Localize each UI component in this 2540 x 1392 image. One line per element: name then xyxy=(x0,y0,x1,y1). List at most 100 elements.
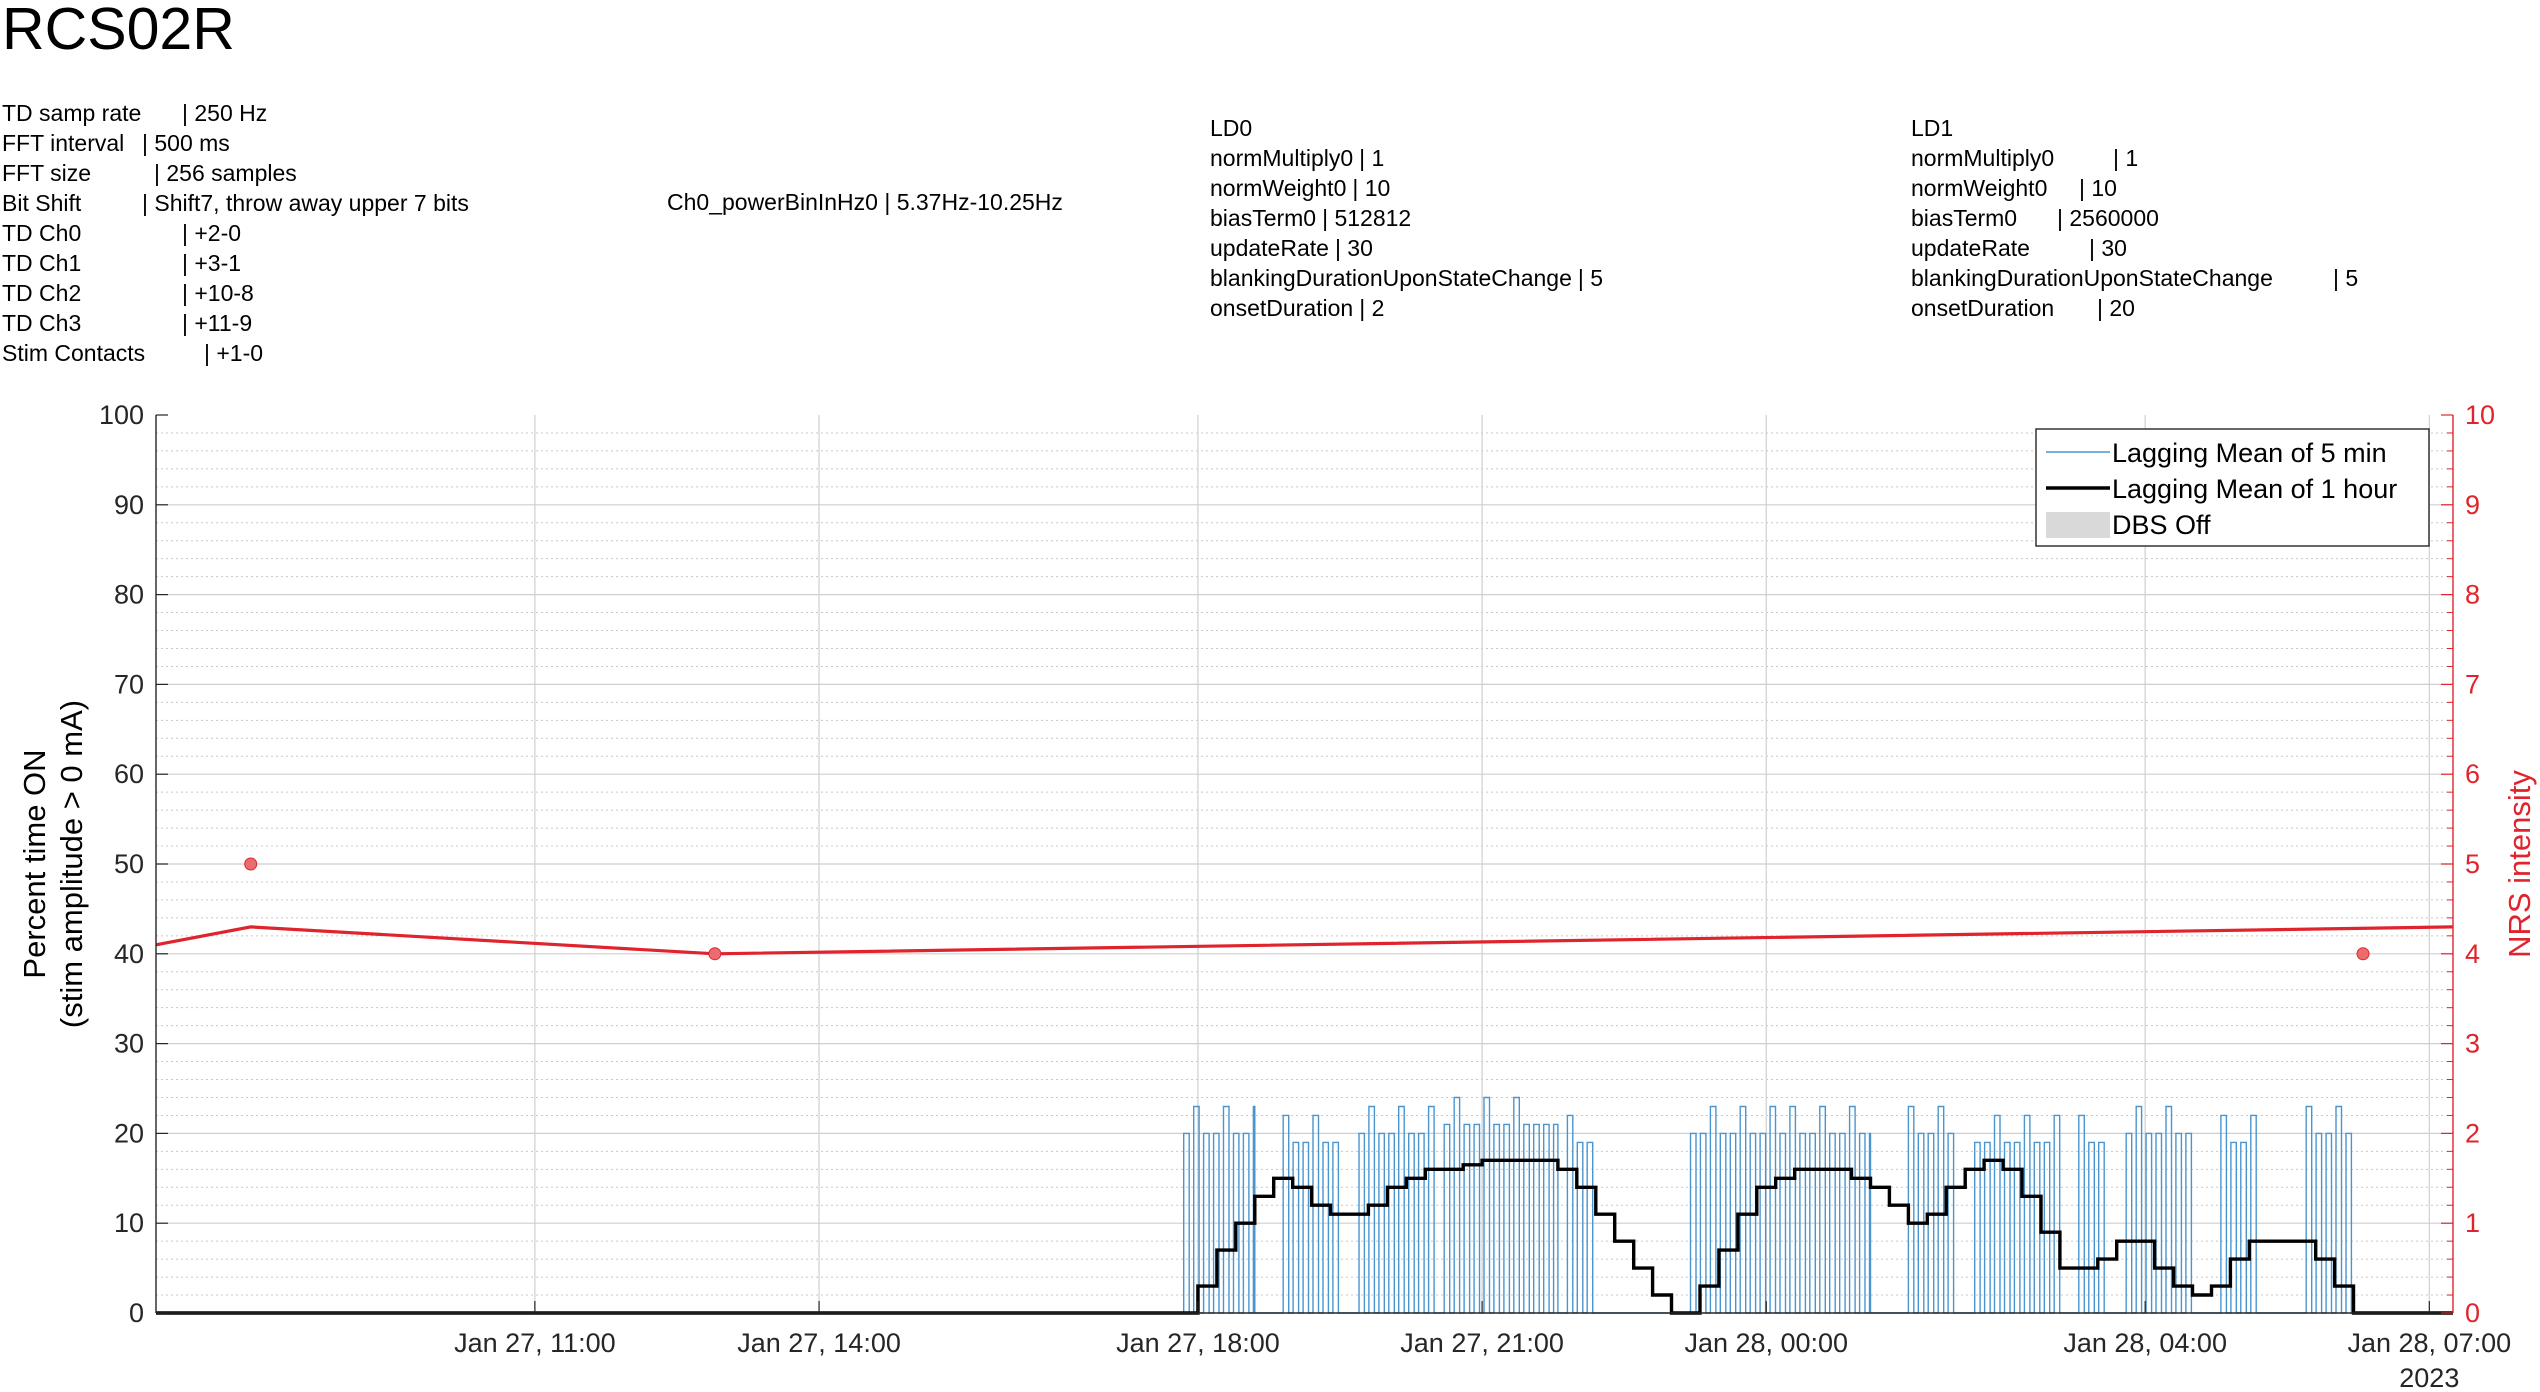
ld0-param-key: onsetDuration xyxy=(1210,295,1354,321)
td-setting-value: | +2-0 xyxy=(182,220,242,246)
ld1-param-key: updateRate xyxy=(1911,235,2030,261)
ld0-param-row: updateRate | 30 xyxy=(1210,233,1603,263)
td-setting-key: FFT size xyxy=(2,160,92,186)
left-axis-title: Percent time ON(stim amplitude > 0 mA) xyxy=(17,700,89,1028)
left-tick-label: 60 xyxy=(114,759,144,789)
x-tick-label: Jan 28, 04:00 xyxy=(2063,1328,2227,1358)
ld1-param-value: | 1 xyxy=(2113,145,2139,171)
td-setting-value: | +1-0 xyxy=(204,340,264,366)
x-tick-label: Jan 27, 18:00 xyxy=(1116,1328,1280,1358)
right-tick-label: 4 xyxy=(2465,939,2480,969)
ld1-param-row: normMultiply0 | 1 xyxy=(1911,143,2138,173)
td-setting-value: | +3-1 xyxy=(182,250,242,276)
legend-label: DBS Off xyxy=(2112,510,2211,540)
ld0-title: LD0 xyxy=(1210,115,1253,141)
left-tick-label: 80 xyxy=(114,580,144,610)
ld1-param-key: blankingDurationUponStateChange xyxy=(1911,265,2273,291)
nrs-data-point xyxy=(2356,947,2370,961)
ld1-param-key: onsetDuration xyxy=(1911,295,2055,321)
right-tick-label: 6 xyxy=(2465,759,2480,789)
x-tick-label: Jan 28, 07:00 xyxy=(2347,1328,2511,1358)
ld0-param-key: updateRate xyxy=(1210,235,1329,261)
ld0-param-key: biasTerm0 xyxy=(1210,205,1317,231)
ld0-param-value: | 10 xyxy=(1352,175,1391,201)
right-tick-label: 5 xyxy=(2465,849,2480,879)
right-tick-label: 2 xyxy=(2465,1118,2480,1148)
axes-layer xyxy=(155,414,2454,1314)
ld1-param-key: normMultiply0 xyxy=(1911,145,2055,171)
td-setting-key: TD Ch3 xyxy=(2,310,82,336)
ld1-param-value: | 20 xyxy=(2097,295,2135,321)
ld1-param-key: biasTerm0 xyxy=(1911,205,2018,231)
ld0-settings-panel: LD0 normMultiply0 | 1 normWeight0 | 10 biasT… xyxy=(1210,113,1603,323)
left-tick-label: 50 xyxy=(114,849,144,879)
ld0-param-row: blankingDurationUponStateChange | 5 xyxy=(1210,263,1603,293)
left-tick-label: 30 xyxy=(114,1029,144,1059)
left-axis-title-line: (stim amplitude > 0 mA) xyxy=(54,700,89,1028)
power-band-label: Ch0_powerBinInHz0 | 5.37Hz-10.25Hz xyxy=(667,189,1063,215)
x-tick-label: Jan 27, 14:00 xyxy=(737,1328,901,1358)
ld1-param-value: | 30 xyxy=(2089,235,2127,261)
ld0-param-value: | 2 xyxy=(1359,295,1385,321)
labels-layer: 0 10 20 30 40 50 60 70 80 90 100 0 1 2 3 4 5 6 7 8 9 10 Jan 27… xyxy=(17,400,2537,1392)
ld1-param-value: | 5 xyxy=(2333,265,2359,291)
ld1-param-row: onsetDuration | 20 xyxy=(1911,293,2135,323)
ld0-param-value: | 1 xyxy=(1359,145,1385,171)
left-tick-label: 20 xyxy=(114,1118,144,1148)
series-line-lagging-mean-5-min xyxy=(156,1096,2453,1314)
td-setting-value: | 256 samples xyxy=(154,160,297,186)
x-tick-label: Jan 28, 00:00 xyxy=(1684,1328,1848,1358)
year-label: 2023 xyxy=(2399,1363,2459,1392)
td-setting-key: TD samp rate xyxy=(2,100,142,126)
left-tick-label: 70 xyxy=(114,669,144,699)
ld1-param-value: | 10 xyxy=(2079,175,2117,201)
right-tick-label: 10 xyxy=(2465,400,2495,430)
ld1-param-row: normWeight0 | 10 xyxy=(1911,173,2117,203)
td-setting-key: Stim Contacts xyxy=(2,340,146,366)
ld1-title: LD1 xyxy=(1911,115,1954,141)
right-tick-label: 7 xyxy=(2465,669,2480,699)
ld0-param-row: biasTerm0 | 512812 xyxy=(1210,203,1603,233)
ld1-param-row: updateRate | 30 xyxy=(1911,233,2127,263)
ld0-param-key: blankingDurationUponStateChange xyxy=(1210,265,1572,291)
left-tick-label: 90 xyxy=(114,490,144,520)
page-title: RCS02R xyxy=(2,0,235,62)
td-setting-key: FFT interval xyxy=(2,130,125,156)
ld1-settings-panel: LD1 normMultiply0 | 1 normWeight0 | 10 biasT… xyxy=(1911,113,2358,323)
ld0-param-row: normWeight0 | 10 xyxy=(1210,173,1603,203)
ld0-param-row: onsetDuration | 2 xyxy=(1210,293,1603,323)
series-line-nrs-intensity xyxy=(155,925,2454,956)
ld1-param-value: | 2560000 xyxy=(2057,205,2159,231)
legend-swatch-dbs-off xyxy=(2046,512,2110,538)
ld1-param-row: biasTerm0 | 2560000 xyxy=(1911,203,2159,233)
td-setting-key: TD Ch1 xyxy=(2,250,82,276)
ld0-param-row: normMultiply0 | 1 xyxy=(1210,143,1603,173)
td-setting-value: | Shift7, throw away upper 7 bits xyxy=(142,190,469,216)
left-tick-label: 0 xyxy=(129,1298,144,1328)
right-tick-label: 3 xyxy=(2465,1029,2480,1059)
ld1-param-row: blankingDurationUponStateChange | 5 xyxy=(1911,263,2358,293)
td-setting-value: | 500 ms xyxy=(142,130,230,156)
legend-label: Lagging Mean of 5 min xyxy=(2112,438,2387,468)
legend-label: Lagging Mean of 1 hour xyxy=(2112,474,2397,504)
td-setting-value: | 250 Hz xyxy=(182,100,268,126)
series-line-lagging-mean-1-hour xyxy=(156,1158,2453,1315)
td-setting-key: TD Ch0 xyxy=(2,220,82,246)
left-tick-label: 10 xyxy=(114,1208,144,1238)
td-setting-key: Bit Shift xyxy=(2,190,82,216)
x-tick-label: Jan 27, 11:00 xyxy=(454,1328,616,1358)
left-tick-label: 40 xyxy=(114,939,144,969)
left-axis-title-line: Percent time ON xyxy=(17,749,52,978)
right-tick-label: 1 xyxy=(2465,1208,2480,1238)
grid-layer xyxy=(156,415,2453,1313)
ld0-param-value: | 5 xyxy=(1577,265,1604,291)
legend: Lagging Mean of 5 min Lagging Mean of 1 h… xyxy=(2035,428,2430,547)
ld1-param-key: normWeight0 xyxy=(1911,175,2048,201)
td-setting-value: | +10-8 xyxy=(182,280,254,306)
x-tick-label: Jan 27, 21:00 xyxy=(1400,1328,1564,1358)
td-setting-key: TD Ch2 xyxy=(2,280,82,306)
ld0-param-key: normMultiply0 xyxy=(1210,145,1354,171)
ld0-param-key: normWeight0 xyxy=(1210,175,1347,201)
right-tick-label: 9 xyxy=(2465,490,2480,520)
